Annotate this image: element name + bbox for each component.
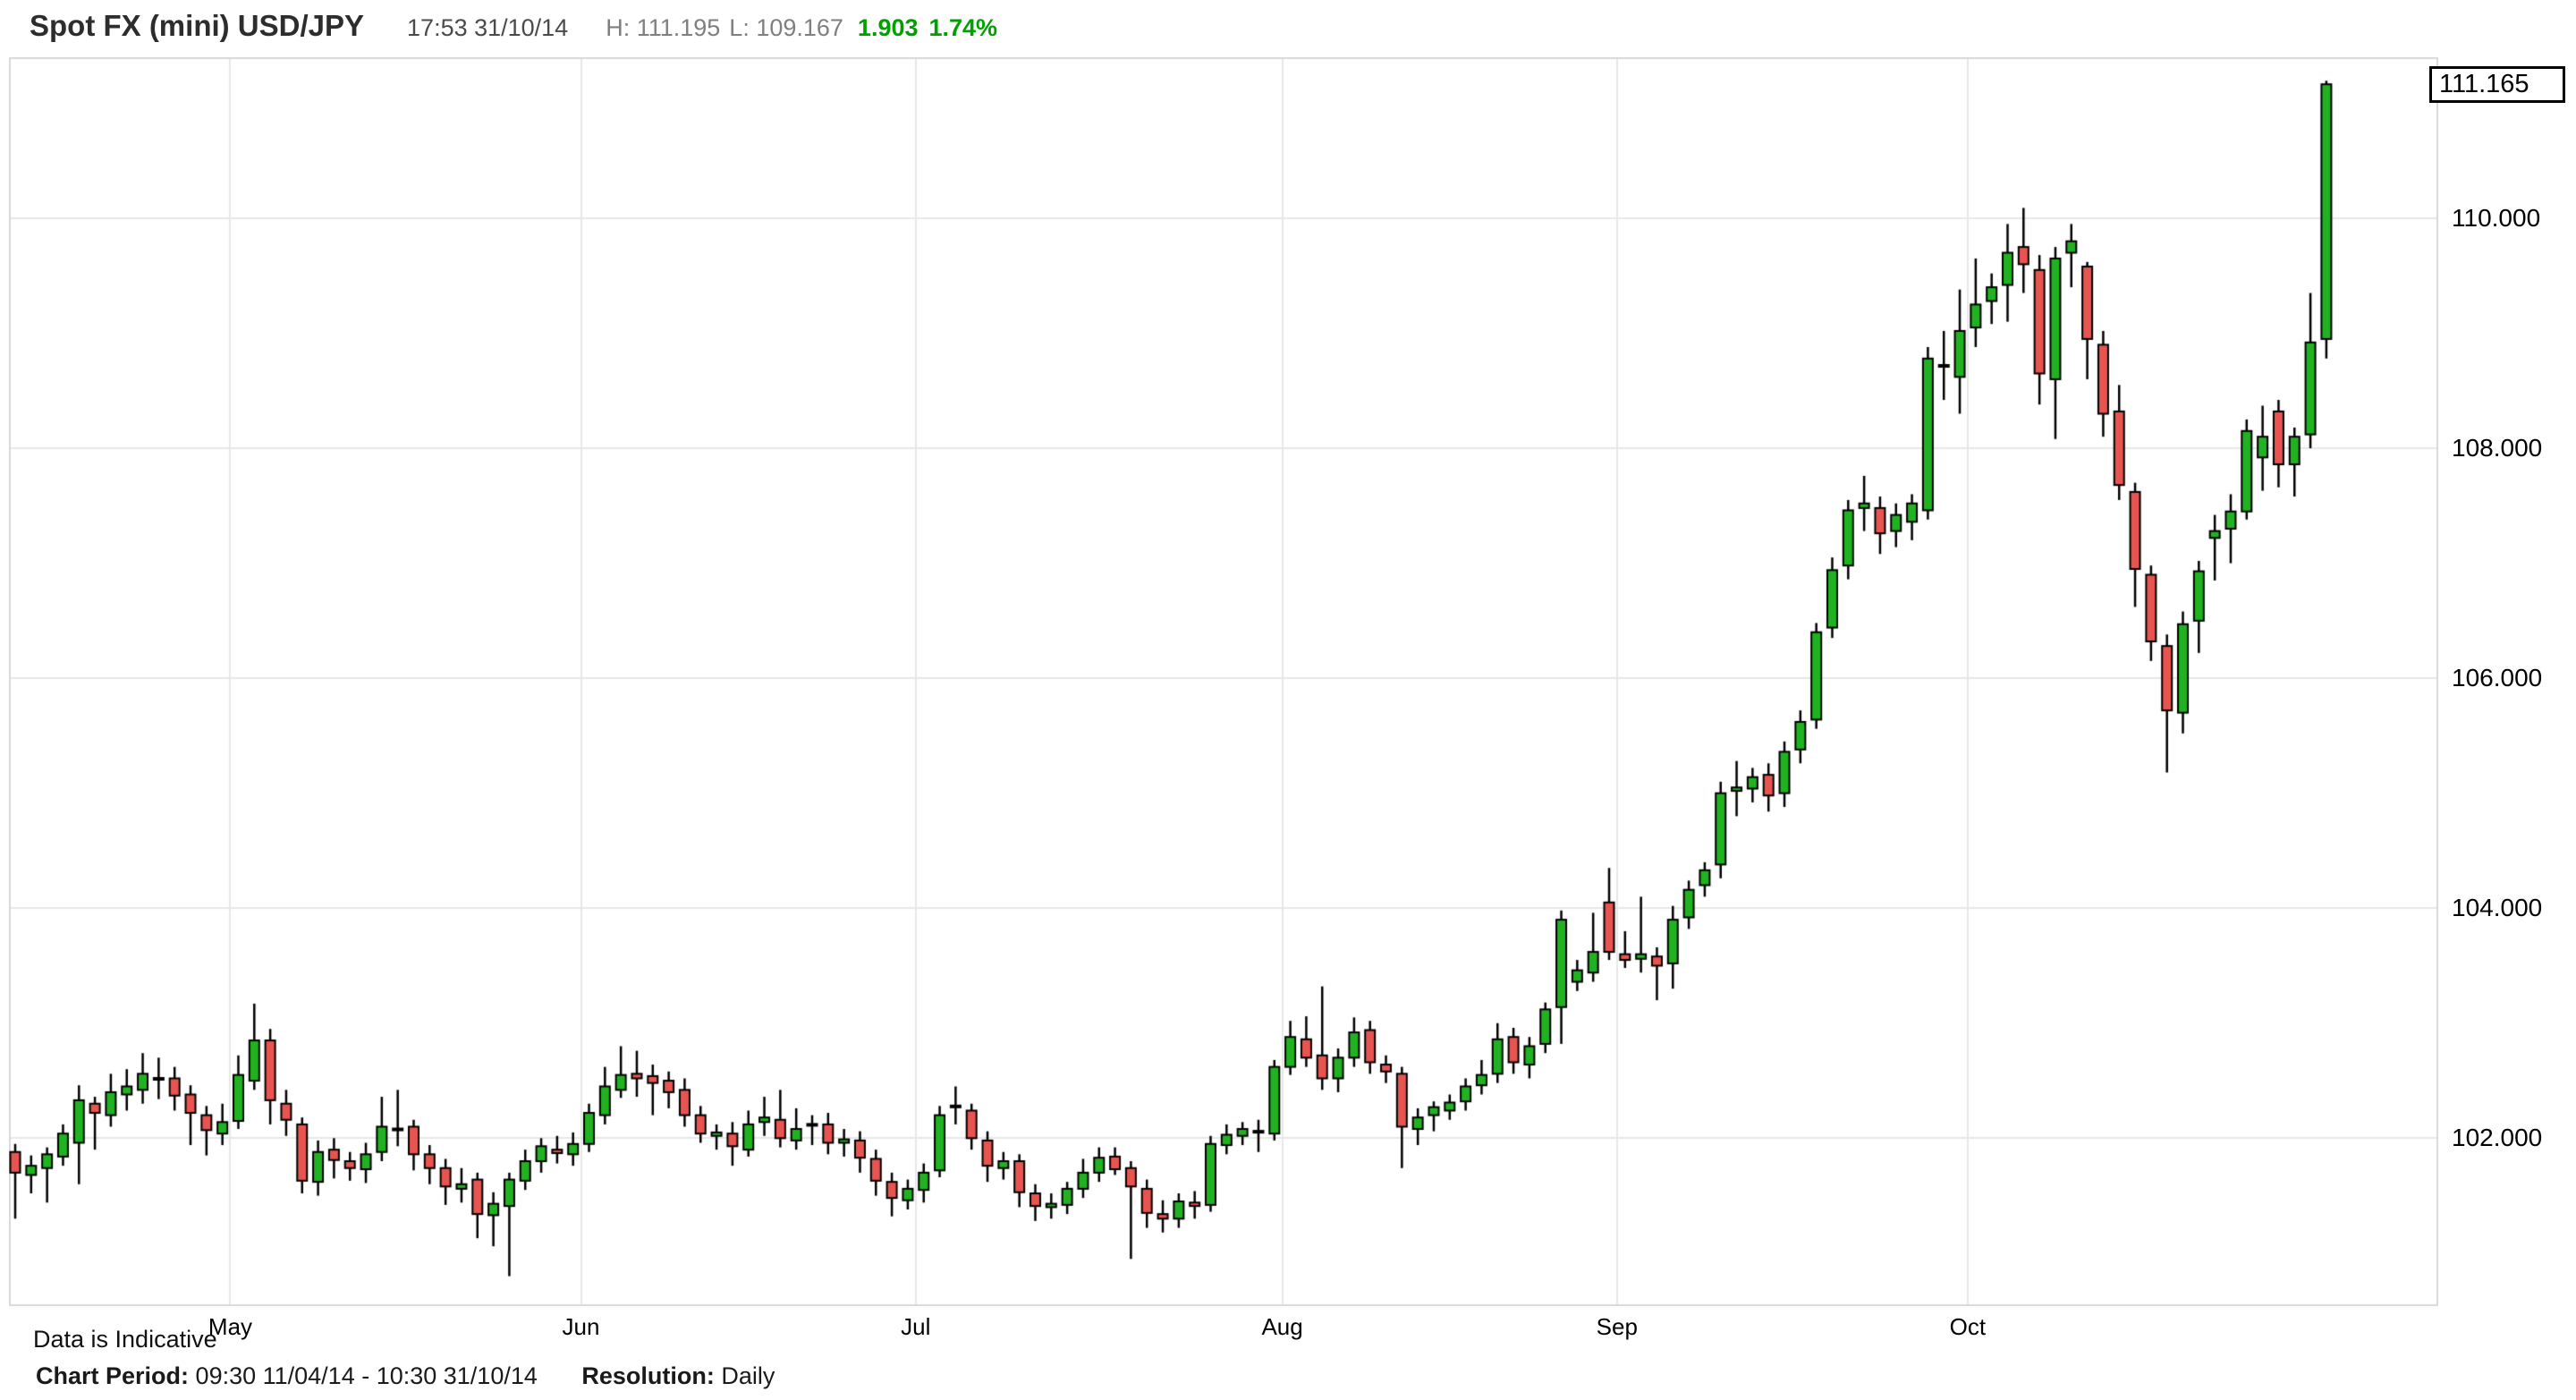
x-axis-label: May [208,1313,253,1340]
y-axis-label: 106.000 [2452,664,2543,692]
x-axis-label: Sep [1596,1313,1638,1340]
x-axis-label: Aug [1261,1313,1303,1340]
percent-change: 1.74% [928,14,998,41]
x-axis-label: Oct [1949,1313,1987,1340]
plot-area: Data is Indicative [9,57,2438,1353]
chart-footer: Chart Period: 09:30 11/04/14 - 10:30 31/… [36,1362,775,1390]
chart-header: Spot FX (mini) USD/JPY 17:53 31/10/14 H:… [30,9,997,52]
y-axis-label: 104.000 [2452,894,2543,922]
candlestick-chart[interactable] [9,57,2438,1306]
session-high: H: 111.195 [606,14,721,41]
current-price-value: 111.165 [2439,70,2529,98]
session-low: L: 109.167 [729,14,843,41]
current-price-box: 111.165 [2429,66,2565,103]
resolution-value: Daily [721,1362,775,1389]
net-change: 1.903 [857,14,919,41]
x-axis-label: Jul [901,1313,931,1340]
resolution-label: Resolution: [581,1362,715,1389]
high-low-readout: H: 111.195 L: 109.167 [606,14,843,42]
y-axis-label: 108.000 [2452,434,2543,462]
chart-period-label: Chart Period: [36,1362,190,1389]
indicative-watermark: Data is Indicative [33,1326,217,1353]
x-axis-label: Jun [562,1313,600,1340]
chart-period-value: 09:30 11/04/14 - 10:30 31/10/14 [195,1362,538,1389]
quote-timestamp: 17:53 31/10/14 [407,14,569,41]
y-axis-label: 110.000 [2452,203,2541,232]
instrument-title: Spot FX (mini) USD/JPY [30,9,365,42]
y-axis-label: 102.000 [2452,1124,2543,1152]
